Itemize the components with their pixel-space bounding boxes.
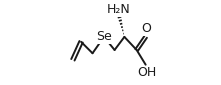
Text: Se: Se: [96, 30, 112, 43]
Text: H₂N: H₂N: [107, 3, 131, 16]
Text: OH: OH: [137, 66, 156, 79]
Text: O: O: [141, 22, 151, 35]
